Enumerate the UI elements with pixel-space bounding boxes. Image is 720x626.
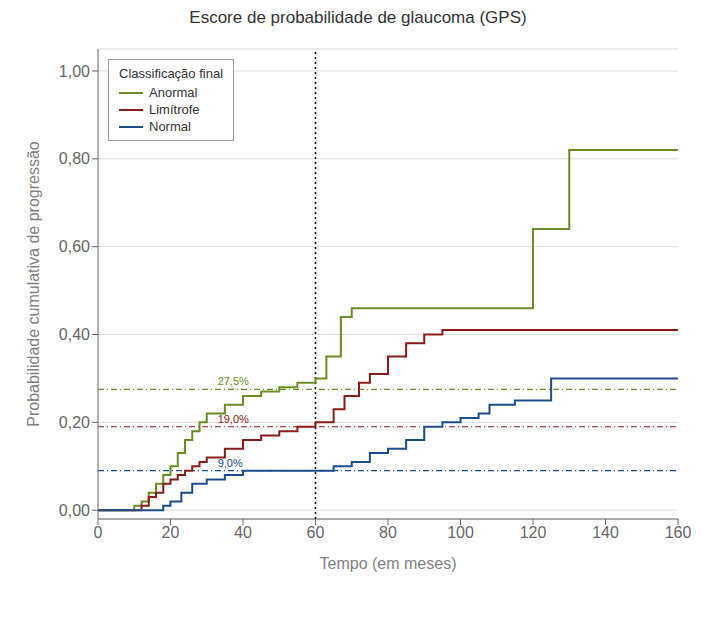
html-text:Classificação final: Classificação final [119, 66, 223, 81]
svg-text:80: 80 [379, 524, 397, 541]
svg-text:0,40: 0,40 [59, 326, 90, 343]
svg-text:Probabilidade cumulativa de pr: Probabilidade cumulativa de progressão [25, 141, 42, 427]
html-text:Escore de probabilidade de gla: Escore de probabilidade de glaucoma (GPS… [189, 8, 527, 27]
svg-text:120: 120 [520, 524, 547, 541]
svg-text:140: 140 [592, 524, 619, 541]
svg-text:19,0%: 19,0% [218, 413, 249, 425]
svg-text:0: 0 [94, 524, 103, 541]
svg-text:1,00: 1,00 [59, 63, 90, 80]
svg-text:0,80: 0,80 [59, 150, 90, 167]
svg-text:60: 60 [307, 524, 325, 541]
svg-text:27,5%: 27,5% [218, 375, 249, 387]
svg-text:9,0%: 9,0% [218, 457, 243, 469]
svg-text:160: 160 [665, 524, 692, 541]
svg-text:0,60: 0,60 [59, 238, 90, 255]
svg-text:0,20: 0,20 [59, 414, 90, 431]
svg-text:Tempo (em meses): Tempo (em meses) [320, 555, 457, 572]
svg-text:20: 20 [162, 524, 180, 541]
svg-text:0,00: 0,00 [59, 502, 90, 519]
html-text:Anormal: Anormal [149, 85, 198, 100]
svg-text:100: 100 [447, 524, 474, 541]
html-text:Normal: Normal [149, 119, 191, 134]
svg-text:40: 40 [234, 524, 252, 541]
html-text:Limítrofe: Limítrofe [149, 102, 200, 117]
